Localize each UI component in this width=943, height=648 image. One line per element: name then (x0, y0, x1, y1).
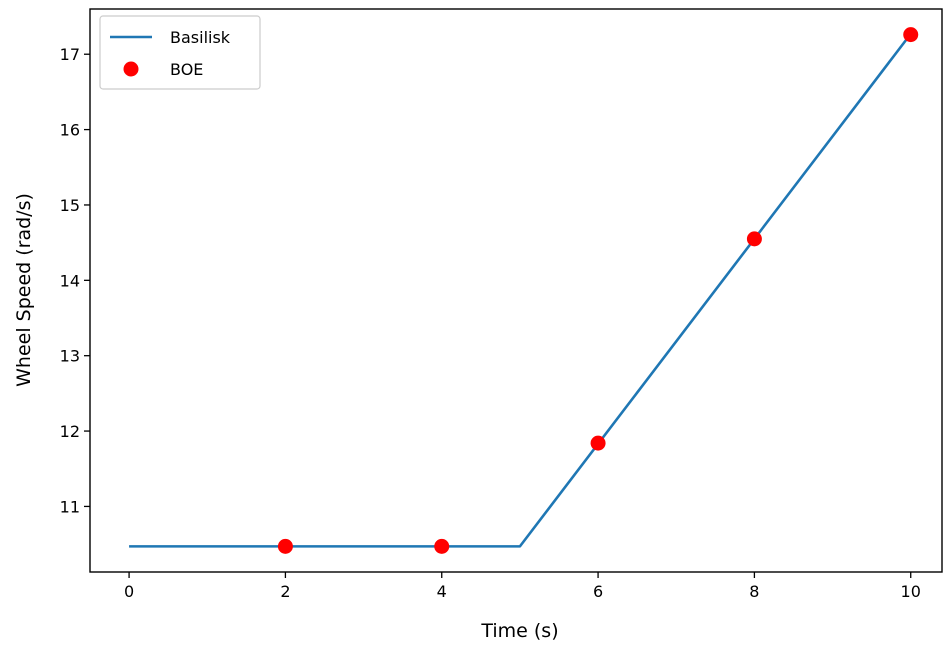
y-tick-label: 15 (60, 196, 80, 215)
x-tick-label: 8 (749, 582, 759, 601)
x-axis-label: Time (s) (480, 620, 558, 642)
y-axis-label: Wheel Speed (rad/s) (13, 193, 35, 387)
y-tick-label: 12 (60, 422, 80, 441)
x-tick-label: 4 (437, 582, 447, 601)
data-point-boe (590, 435, 606, 451)
x-tick-label: 2 (280, 582, 290, 601)
axes: 0 2 4 6 8 10 11 12 13 14 15 16 17 (60, 8, 943, 601)
plot-area (129, 27, 919, 554)
x-tick-label: 0 (124, 582, 134, 601)
y-tick-label: 13 (60, 347, 80, 366)
legend-label-basilisk: Basilisk (170, 28, 231, 47)
legend-label-boe: BOE (170, 60, 203, 79)
data-point-boe (277, 538, 293, 554)
legend-swatch-marker (123, 61, 139, 77)
y-tick-label: 14 (60, 271, 80, 290)
plot-frame (89, 8, 943, 573)
y-tick-label: 17 (60, 45, 80, 64)
y-tick-label: 11 (60, 497, 80, 516)
x-tick-label: 6 (593, 582, 603, 601)
legend: Basilisk BOE (99, 15, 261, 90)
data-point-boe (434, 538, 450, 554)
series-line-basilisk (129, 33, 912, 548)
x-tick-label: 10 (901, 582, 921, 601)
data-point-boe (746, 231, 762, 247)
legend-box (99, 15, 261, 90)
data-point-boe (903, 27, 919, 43)
y-tick-label: 16 (60, 121, 80, 140)
